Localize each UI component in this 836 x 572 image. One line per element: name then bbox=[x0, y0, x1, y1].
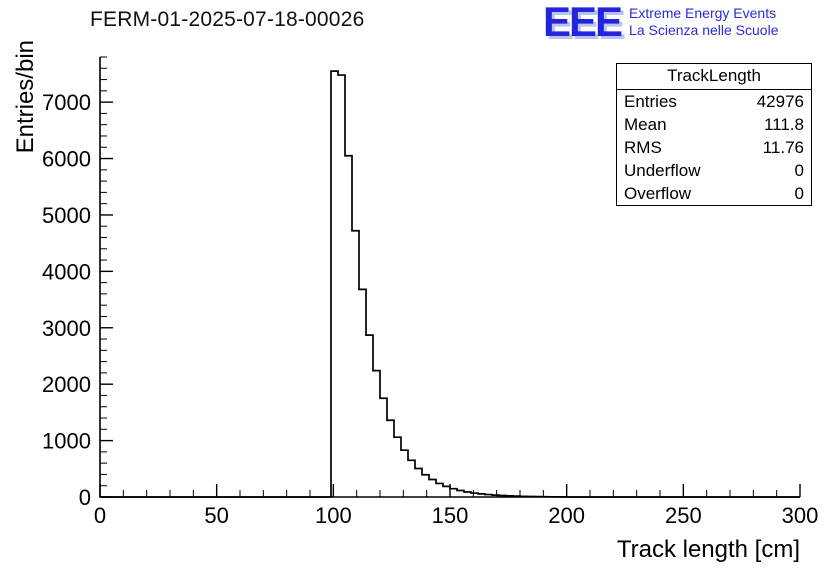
svg-text:50: 50 bbox=[204, 503, 228, 528]
svg-text:2000: 2000 bbox=[42, 372, 91, 397]
y-axis-title: Entries/bin bbox=[12, 40, 39, 154]
svg-text:4000: 4000 bbox=[42, 259, 91, 284]
svg-text:200: 200 bbox=[548, 503, 585, 528]
eee-logo: EEE Extreme Energy Events La Scienza nel… bbox=[543, 0, 778, 45]
stats-value: 42976 bbox=[756, 92, 804, 111]
stats-value: 0 bbox=[794, 161, 804, 180]
stats-label: RMS bbox=[624, 138, 662, 157]
svg-text:150: 150 bbox=[432, 503, 469, 528]
x-axis-title: Track length [cm] bbox=[616, 536, 800, 563]
stats-label: Entries bbox=[624, 92, 677, 111]
page-title: FERM-01-2025-07-18-00026 bbox=[90, 8, 365, 31]
stats-label: Overflow bbox=[624, 184, 692, 203]
svg-text:5000: 5000 bbox=[42, 203, 91, 228]
stats-label: Underflow bbox=[624, 161, 701, 180]
svg-text:3000: 3000 bbox=[42, 316, 91, 341]
stats-value: 11.76 bbox=[762, 138, 804, 157]
stats-row: Underflow 0 bbox=[617, 159, 811, 182]
svg-text:100: 100 bbox=[315, 503, 352, 528]
eee-logo-line2: La Scienza nelle Scuole bbox=[629, 22, 779, 38]
stats-value: 0 bbox=[794, 184, 804, 203]
svg-text:1000: 1000 bbox=[42, 429, 91, 454]
svg-text:0: 0 bbox=[79, 485, 91, 510]
stats-row: Overflow 0 bbox=[617, 182, 811, 205]
svg-text:6000: 6000 bbox=[42, 147, 91, 172]
eee-logo-acronym: EEE bbox=[543, 0, 623, 45]
svg-text:7000: 7000 bbox=[42, 90, 91, 115]
stats-row: Entries 42976 bbox=[617, 90, 811, 113]
eee-logo-line1: Extreme Energy Events bbox=[629, 5, 777, 21]
svg-text:300: 300 bbox=[782, 503, 819, 528]
stats-value: 111.8 bbox=[763, 115, 804, 134]
stats-label: Mean bbox=[624, 115, 667, 134]
svg-text:250: 250 bbox=[665, 503, 702, 528]
svg-text:0: 0 bbox=[94, 503, 106, 528]
stats-row: Mean 111.8 bbox=[617, 113, 811, 136]
stats-row: RMS 11.76 bbox=[617, 136, 811, 159]
stats-box-title: TrackLength bbox=[617, 64, 811, 90]
eee-logo-text: Extreme Energy Events La Scienza nelle S… bbox=[629, 2, 778, 39]
stats-box: TrackLength Entries 42976 Mean 111.8 RMS… bbox=[616, 63, 812, 206]
